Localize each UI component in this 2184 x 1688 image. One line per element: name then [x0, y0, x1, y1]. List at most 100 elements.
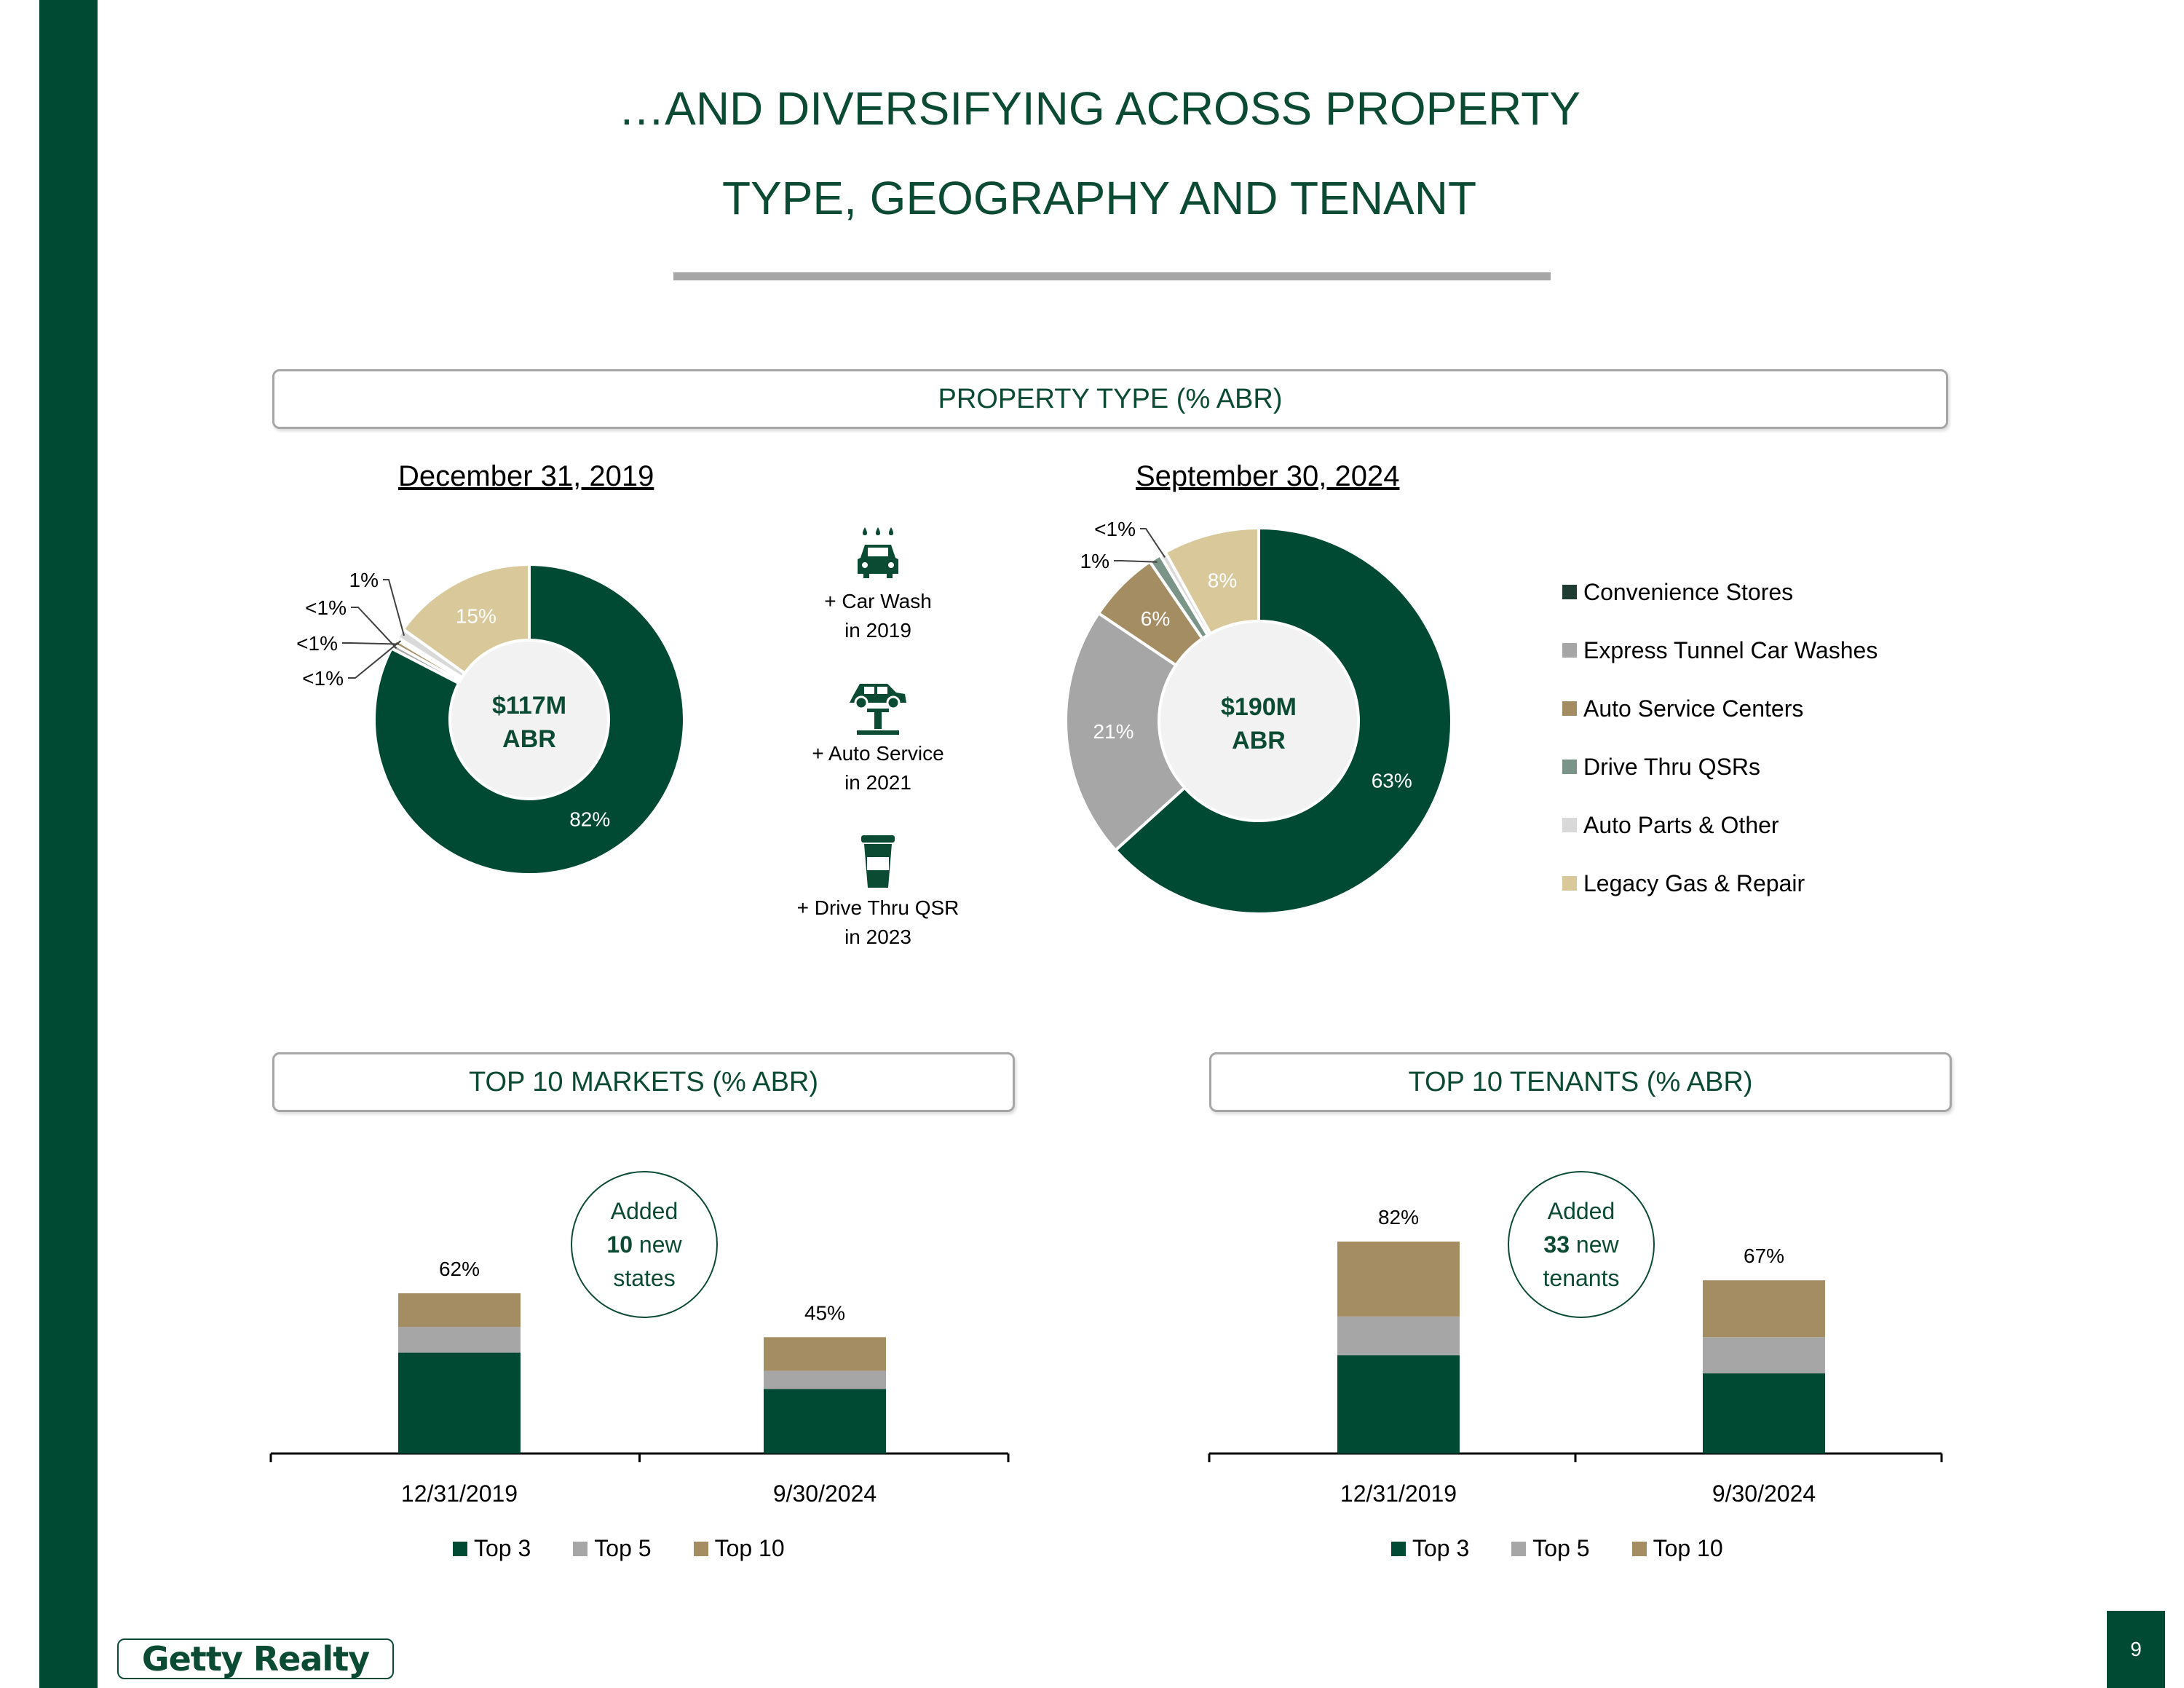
- legend-swatch: [1631, 1541, 1647, 1556]
- auto-service-icon: [850, 684, 906, 735]
- slice-value-label-outside: <1%: [296, 632, 338, 655]
- legend-label: Legacy Gas & Repair: [1583, 869, 1805, 896]
- bar-total-label: 62%: [439, 1258, 480, 1280]
- bar-segment-top5: [1337, 1316, 1460, 1356]
- legend-swatch: [1562, 701, 1577, 716]
- milestone-car-wash: + Car Wash in 2019: [769, 526, 987, 645]
- leader-line: [348, 640, 402, 679]
- page-number: 9: [2107, 1611, 2165, 1688]
- legend-label: Top 10: [1653, 1535, 1723, 1561]
- getty-realty-logo: Getty Realty: [117, 1638, 394, 1679]
- center-label-abr: ABR: [1232, 727, 1286, 754]
- legend-label: Top 3: [474, 1535, 531, 1561]
- slice-value-label-outside: <1%: [302, 667, 344, 690]
- callout-line-1: Added: [611, 1198, 678, 1224]
- slice-value-label-outside: 1%: [349, 569, 379, 591]
- tenants-bar-legend: Top 3 Top 5 Top 10: [1391, 1535, 1765, 1562]
- slice-value-label: 6%: [1141, 607, 1170, 630]
- pie-slice: [1113, 526, 1453, 915]
- callout-line-2: 10 new: [606, 1231, 682, 1258]
- legend-label: Auto Service Centers: [1583, 695, 1804, 722]
- legend-swatch: [1562, 876, 1577, 891]
- slice-value-label: 8%: [1208, 569, 1237, 591]
- bar-segment-top3: [1337, 1355, 1460, 1454]
- leader-line: [1114, 560, 1158, 563]
- center-label-amount: $117M: [492, 692, 566, 719]
- pie-slice: [373, 562, 686, 876]
- legend-swatch: [1562, 643, 1577, 658]
- legend-swatch: [1562, 760, 1577, 774]
- x-tick-label: 9/30/2024: [773, 1480, 877, 1507]
- x-tick-label: 12/31/2019: [401, 1480, 518, 1507]
- legend-swatch: [1562, 818, 1577, 832]
- legend-item: Auto Service Centers: [1562, 679, 1878, 738]
- bar-chart-top-tenants: 82% 12/31/2019 67% 9/30/2024 Added 33 new tena…: [1208, 1171, 1943, 1507]
- legend-swatch: [453, 1541, 467, 1556]
- slice-value-label: 82%: [569, 808, 610, 831]
- legend-item: Express Tunnel Car Washes: [1562, 621, 1878, 679]
- leader-line: [1140, 528, 1166, 558]
- bar-segment-top5: [1703, 1337, 1825, 1373]
- pie-chart-2024: $190M ABR 63% 21% 6% 8% <1% 1%: [1064, 518, 1453, 915]
- leader-line: [342, 642, 399, 645]
- milestone-drive-thru-line2: in 2023: [844, 926, 911, 948]
- bar-total-label: 45%: [804, 1301, 845, 1324]
- page-title-line-2: TYPE, GEOGRAPHY AND TENANT: [721, 172, 1477, 224]
- milestone-car-wash-line1: + Car Wash: [824, 590, 932, 612]
- legend-label: Top 10: [714, 1535, 785, 1561]
- x-tick-label: 9/30/2024: [1712, 1480, 1816, 1507]
- milestone-auto-service-line2: in 2021: [844, 771, 911, 794]
- left-accent-bar: [39, 0, 98, 1688]
- legend-label: Top 5: [1532, 1535, 1590, 1561]
- legend-item-top3: Top 3: [1391, 1535, 1469, 1562]
- milestone-auto-service-line1: + Auto Service: [812, 742, 944, 765]
- center-label-amount: $190M: [1221, 693, 1297, 721]
- legend-swatch: [1391, 1541, 1406, 1556]
- slice-value-label-outside: 1%: [1080, 550, 1109, 572]
- markets-bar-legend: Top 3 Top 5 Top 10: [453, 1535, 827, 1562]
- legend-label: Convenience Stores: [1583, 578, 1794, 605]
- bar-segment-top10: [1703, 1280, 1825, 1338]
- legend-item-top5: Top 5: [1511, 1535, 1590, 1562]
- legend-item-top10: Top 10: [693, 1535, 785, 1562]
- callout-line-3: tenants: [1543, 1265, 1620, 1291]
- pie-2019-subhead: December 31, 2019: [398, 460, 654, 492]
- legend-item-top3: Top 3: [453, 1535, 531, 1562]
- legend-item: Auto Parts & Other: [1562, 796, 1878, 854]
- car-wash-icon: [858, 527, 898, 578]
- legend-swatch: [1511, 1541, 1527, 1556]
- bar-total-label: 82%: [1378, 1206, 1419, 1228]
- pie-center: [451, 642, 607, 797]
- slice-value-label-outside: <1%: [1094, 518, 1136, 540]
- callout-line-1: Added: [1548, 1198, 1615, 1224]
- section-header-top-tenants: TOP 10 TENANTS (% ABR): [1209, 1052, 1952, 1112]
- slice-value-label: 15%: [456, 605, 496, 628]
- callout-line-3: states: [613, 1265, 675, 1291]
- legend-label: Express Tunnel Car Washes: [1583, 636, 1878, 663]
- bar-chart-top-markets: 62% 12/31/2019 45% 9/30/2024 Added 10 new stat…: [269, 1171, 1010, 1507]
- bar-segment-top5: [764, 1370, 886, 1389]
- pie-slice: [1163, 526, 1260, 636]
- bar-segment-top3: [1703, 1373, 1825, 1454]
- pie-center: [1160, 623, 1357, 819]
- callout-line-2: 33 new: [1543, 1231, 1619, 1258]
- slice-value-label: 21%: [1093, 720, 1133, 743]
- legend-item-top5: Top 5: [573, 1535, 652, 1562]
- legend-label: Auto Parts & Other: [1583, 811, 1779, 838]
- callout-added-tenants: [1508, 1171, 1655, 1318]
- property-type-legend: Convenience Stores Express Tunnel Car Wa…: [1562, 563, 1878, 912]
- milestone-car-wash-line2: in 2019: [844, 619, 911, 642]
- legend-swatch: [573, 1541, 588, 1556]
- bar-segment-top10: [398, 1293, 521, 1328]
- pie-slice: [401, 562, 531, 676]
- title-underline: [673, 272, 1551, 280]
- callout-added-states: [571, 1171, 718, 1318]
- center-label-abr: ABR: [502, 725, 556, 753]
- bar-segment-top3: [398, 1352, 521, 1454]
- legend-item: Drive Thru QSRs: [1562, 738, 1878, 796]
- legend-label: Drive Thru QSRs: [1583, 753, 1761, 780]
- milestone-drive-thru: + Drive Thru QSR in 2023: [769, 834, 987, 952]
- slice-value-label-outside: <1%: [305, 596, 347, 619]
- bar-total-label: 67%: [1744, 1245, 1784, 1267]
